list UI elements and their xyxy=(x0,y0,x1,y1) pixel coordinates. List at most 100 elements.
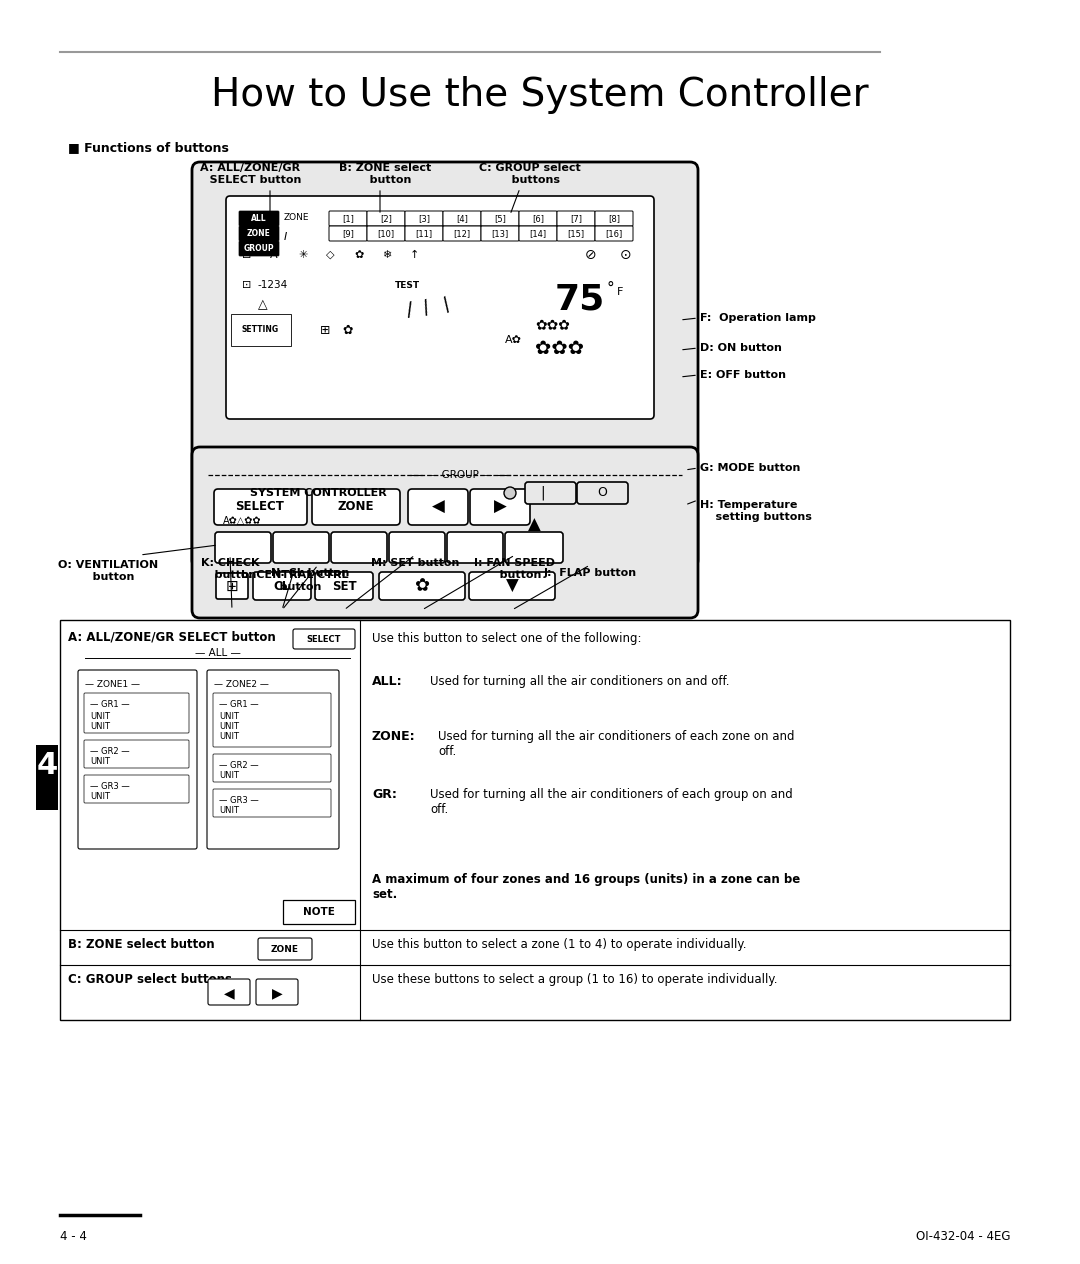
Text: [6]: [6] xyxy=(532,214,544,222)
FancyBboxPatch shape xyxy=(519,226,557,241)
Text: UNIT: UNIT xyxy=(90,793,110,801)
Text: Use these buttons to select a group (1 to 16) to operate individually.: Use these buttons to select a group (1 t… xyxy=(372,973,778,986)
Text: — GR1 —: — GR1 — xyxy=(90,700,130,709)
Text: UNIT: UNIT xyxy=(219,732,239,741)
Text: H: Temperature
    setting buttons: H: Temperature setting buttons xyxy=(700,501,812,522)
FancyBboxPatch shape xyxy=(595,211,633,226)
Text: N: CL button: N: CL button xyxy=(271,568,349,578)
FancyBboxPatch shape xyxy=(213,755,330,782)
Text: K: CHECK
   button: K: CHECK button xyxy=(201,557,259,580)
Text: ⊡: ⊡ xyxy=(242,281,252,289)
Text: B: ZONE select button: B: ZONE select button xyxy=(68,938,215,951)
Text: [7]: [7] xyxy=(570,214,582,222)
Text: [4]: [4] xyxy=(456,214,468,222)
FancyBboxPatch shape xyxy=(443,211,481,226)
Text: off.: off. xyxy=(430,803,448,817)
Text: UNIT: UNIT xyxy=(219,806,239,815)
Text: 4 - 4: 4 - 4 xyxy=(60,1230,86,1243)
Text: ZONE: ZONE xyxy=(338,501,375,513)
Text: UNIT: UNIT xyxy=(219,722,239,731)
FancyBboxPatch shape xyxy=(214,489,307,525)
FancyBboxPatch shape xyxy=(577,482,627,504)
Text: /: / xyxy=(405,300,415,320)
FancyBboxPatch shape xyxy=(469,573,555,600)
Text: — GR2 —: — GR2 — xyxy=(219,761,258,770)
Text: [2]: [2] xyxy=(380,214,392,222)
Text: GR:: GR: xyxy=(372,787,396,801)
FancyBboxPatch shape xyxy=(239,226,279,241)
Text: SELECT: SELECT xyxy=(235,501,284,513)
Text: [11]: [11] xyxy=(416,229,433,238)
Text: — ZONE2 —: — ZONE2 — xyxy=(214,680,269,689)
Text: Used for turning all the air conditioners of each zone on and: Used for turning all the air conditioner… xyxy=(438,731,795,743)
FancyBboxPatch shape xyxy=(84,693,189,733)
Text: GROUP: GROUP xyxy=(244,244,274,253)
Text: A: ALL/ZONE/GR SELECT button: A: ALL/ZONE/GR SELECT button xyxy=(68,629,275,643)
Text: /: / xyxy=(420,298,433,319)
Text: Use this button to select one of the following:: Use this button to select one of the fol… xyxy=(372,632,642,645)
Text: ZONE:: ZONE: xyxy=(372,731,416,743)
Text: set.: set. xyxy=(372,889,397,901)
Text: ▼: ▼ xyxy=(505,576,518,595)
FancyBboxPatch shape xyxy=(239,211,279,226)
Text: — ALL —: — ALL — xyxy=(194,648,241,659)
Text: /: / xyxy=(440,295,456,315)
Text: UNIT: UNIT xyxy=(90,757,110,766)
Text: — GR2 —: — GR2 — xyxy=(90,747,130,756)
FancyBboxPatch shape xyxy=(470,489,530,525)
Text: Used for turning all the air conditioners of each group on and: Used for turning all the air conditioner… xyxy=(430,787,793,801)
Text: — GR3 —: — GR3 — xyxy=(219,796,259,805)
FancyBboxPatch shape xyxy=(258,938,312,959)
Text: ◀: ◀ xyxy=(224,986,234,1000)
Text: — ZONE1 —: — ZONE1 — xyxy=(85,680,140,689)
Text: ✳: ✳ xyxy=(298,250,308,260)
Text: ✿✿✿: ✿✿✿ xyxy=(535,339,584,358)
Text: [15]: [15] xyxy=(567,229,584,238)
Text: I: I xyxy=(284,233,287,241)
Text: SYSTEM CONTROLLER: SYSTEM CONTROLLER xyxy=(249,488,387,498)
Text: B: ZONE select
   button: B: ZONE select button xyxy=(339,163,431,185)
Text: F:  Operation lamp: F: Operation lamp xyxy=(700,313,815,324)
FancyBboxPatch shape xyxy=(379,573,465,600)
FancyBboxPatch shape xyxy=(253,573,311,600)
Text: 75: 75 xyxy=(555,283,605,317)
Text: [14]: [14] xyxy=(529,229,546,238)
Text: [10]: [10] xyxy=(377,229,394,238)
FancyBboxPatch shape xyxy=(273,532,329,562)
Text: [8]: [8] xyxy=(608,214,620,222)
Text: [9]: [9] xyxy=(342,229,354,238)
Text: SET: SET xyxy=(332,579,356,593)
Text: [12]: [12] xyxy=(454,229,471,238)
Circle shape xyxy=(504,487,516,499)
Text: off.: off. xyxy=(438,744,456,758)
Text: [16]: [16] xyxy=(606,229,623,238)
FancyBboxPatch shape xyxy=(208,980,249,1005)
Text: CL: CL xyxy=(274,579,291,593)
FancyBboxPatch shape xyxy=(405,211,443,226)
Text: How to Use the System Controller: How to Use the System Controller xyxy=(212,76,868,114)
Text: UNIT: UNIT xyxy=(219,712,239,720)
Text: C: GROUP select buttons: C: GROUP select buttons xyxy=(68,973,232,986)
Text: ⊘: ⊘ xyxy=(585,248,596,262)
Text: ALL:: ALL: xyxy=(372,675,403,688)
Text: ZONE: ZONE xyxy=(247,229,271,238)
FancyBboxPatch shape xyxy=(239,241,279,257)
Text: D: ON button: D: ON button xyxy=(700,343,782,353)
Text: G: MODE button: G: MODE button xyxy=(700,463,800,473)
Text: UNIT: UNIT xyxy=(90,712,110,720)
Text: F: F xyxy=(617,287,623,297)
Text: — GR1 —: — GR1 — xyxy=(219,700,258,709)
Text: -1234: -1234 xyxy=(258,281,288,289)
FancyBboxPatch shape xyxy=(330,532,387,562)
FancyBboxPatch shape xyxy=(408,489,468,525)
Text: A: A xyxy=(270,250,278,260)
Text: ■ Functions of buttons: ■ Functions of buttons xyxy=(68,142,229,154)
Text: TEST: TEST xyxy=(395,281,420,289)
FancyBboxPatch shape xyxy=(557,226,595,241)
Text: [13]: [13] xyxy=(491,229,509,238)
Text: [5]: [5] xyxy=(494,214,505,222)
Text: NOTE: NOTE xyxy=(303,908,335,916)
Text: ⊞: ⊞ xyxy=(226,579,239,594)
FancyBboxPatch shape xyxy=(256,980,298,1005)
Bar xyxy=(60,621,1010,1020)
